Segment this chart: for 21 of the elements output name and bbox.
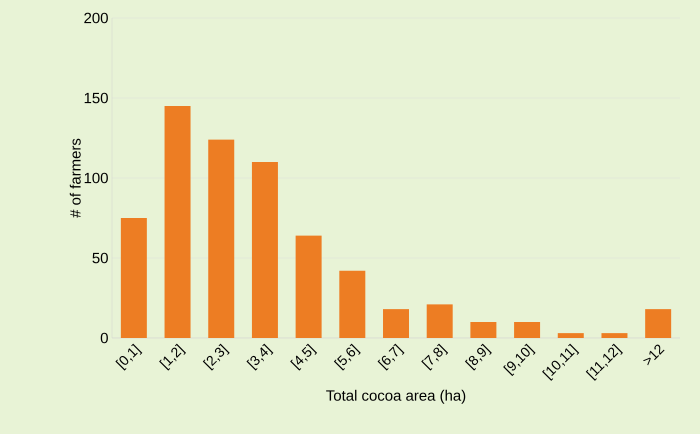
y-tick-label: 0 <box>100 332 108 344</box>
y-tick-label: 100 <box>84 172 108 184</box>
bar <box>164 106 191 338</box>
y-tick-label: 150 <box>84 92 108 104</box>
y-tick-label: 200 <box>84 12 108 24</box>
bar <box>470 322 496 338</box>
bar <box>296 236 322 338</box>
x-axis-title: Total cocoa area (ha) <box>326 390 466 404</box>
bar <box>252 162 278 338</box>
bar <box>426 304 453 338</box>
bar <box>339 270 366 338</box>
y-axis-title: # of farmers <box>70 138 81 218</box>
bar <box>208 140 234 338</box>
bar <box>383 309 410 338</box>
bar <box>120 218 147 338</box>
x-tick-label: >12 <box>643 344 665 366</box>
bar <box>514 322 540 338</box>
bar <box>645 309 672 338</box>
bar <box>601 333 628 338</box>
bar <box>558 333 584 338</box>
y-tick-label: 50 <box>92 252 108 264</box>
